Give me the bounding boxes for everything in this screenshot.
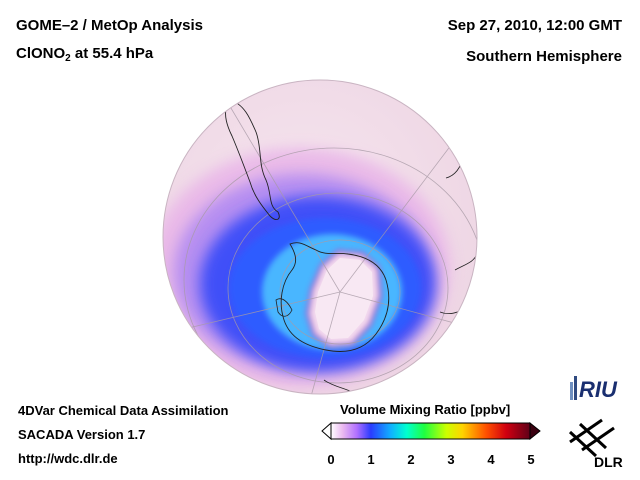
colorbar-tick-4: 4 xyxy=(487,452,495,467)
hemisphere-label: Southern Hemisphere xyxy=(466,48,622,65)
riu-logo: RIU xyxy=(570,376,618,402)
footer-version: SACADA Version 1.7 xyxy=(18,427,146,442)
footer-method: 4DVar Chemical Data Assimilation xyxy=(18,403,229,418)
dlr-logo: DLR xyxy=(568,418,623,470)
footer-url: http://wdc.dlr.de xyxy=(18,451,118,466)
datetime-label: Sep 27, 2010, 12:00 GMT xyxy=(447,17,622,34)
colorbar-tick-2: 2 xyxy=(407,452,415,467)
colorbar-high-arrow xyxy=(529,421,541,441)
map-title: GOME–2 / MetOp Analysis xyxy=(16,17,203,34)
riu-logo-text: RIU xyxy=(579,377,618,402)
concentration-field xyxy=(163,97,477,394)
dlr-logo-text: DLR xyxy=(594,454,623,470)
colorbar xyxy=(321,421,541,441)
species-label: ClONO2 at 55.4 hPa xyxy=(16,45,154,64)
colorbar-tick-1: 1 xyxy=(367,452,375,467)
colorbar-tick-3: 3 xyxy=(447,452,455,467)
colorbar-low-arrow xyxy=(321,421,332,441)
colorbar-title: Volume Mixing Ratio [ppbv] xyxy=(340,402,511,417)
colorbar-tick-0: 0 xyxy=(327,452,335,467)
colorbar-tick-5: 5 xyxy=(527,452,535,467)
